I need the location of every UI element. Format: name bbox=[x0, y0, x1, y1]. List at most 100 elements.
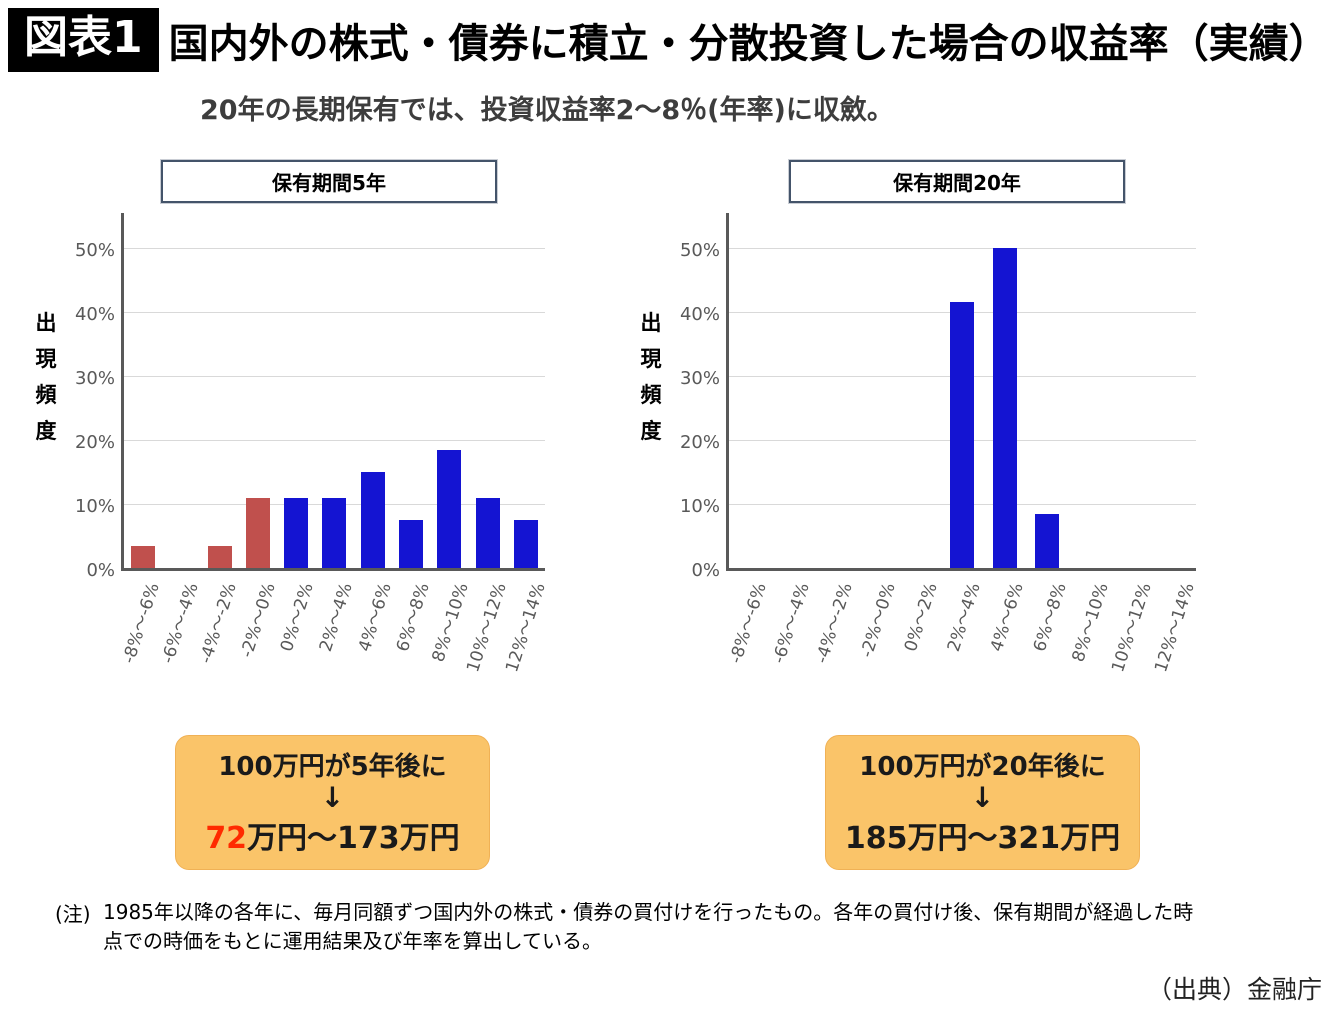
plot-area-20yr bbox=[726, 213, 1196, 571]
bar-2%～4% bbox=[950, 302, 975, 568]
callout-5yr-result-range: 72万円～173万円 bbox=[176, 813, 489, 857]
bar-slot bbox=[1154, 213, 1196, 568]
bar-6%～8% bbox=[1035, 513, 1060, 568]
y-tick-label: 10% bbox=[679, 496, 720, 517]
gridline bbox=[124, 376, 545, 377]
y-tick-label: 30% bbox=[74, 368, 115, 389]
x-axis-label: -2%～0% bbox=[236, 580, 280, 661]
source-attribution: （出典）金融庁 bbox=[1146, 975, 1322, 1004]
y-axis-ticks-5yr: 0% 10% 20% 30% 40% 50% bbox=[67, 213, 121, 581]
chart-title-5yr: 保有期間5年 bbox=[160, 159, 498, 204]
y-tick-label: 30% bbox=[679, 368, 720, 389]
footnote: (注) 1985年以降の各年に、毎月同額ずつ国内外の株式・債券の買付けを行ったも… bbox=[55, 898, 1310, 956]
x-label-slot: 12%～14% bbox=[502, 571, 550, 693]
chart-holding-20yr: 保有期間20年 出現頻度 0% 10% 20% 30% 40% 50% -8%～-6% -6… bbox=[630, 159, 1199, 693]
y-axis-title-char: 出 bbox=[35, 311, 57, 335]
bar-4%～6% bbox=[360, 472, 385, 568]
gridline bbox=[729, 248, 1196, 249]
bar-slot bbox=[814, 213, 856, 568]
bar-slot bbox=[941, 213, 983, 568]
callout-5yr-result: 100万円が5年後に ↓ 72万円～173万円 bbox=[175, 735, 490, 870]
callout-20yr-line1: 100万円が20年後に bbox=[859, 752, 1106, 782]
bar-slot bbox=[1111, 213, 1153, 568]
subtitle: 20年の長期保有では、投資収益率2～8％(年率)に収斂。 bbox=[200, 95, 894, 126]
footnote-label: (注) bbox=[55, 902, 91, 926]
bar-slot bbox=[468, 213, 506, 568]
x-label-slot: 8%～10% bbox=[1068, 571, 1113, 693]
bar-slot bbox=[729, 213, 771, 568]
x-axis-label: 8%～10% bbox=[1068, 580, 1114, 665]
bar-slot bbox=[1069, 213, 1111, 568]
bar-slot bbox=[392, 213, 430, 568]
callout-5yr-highlight: 72 bbox=[205, 821, 248, 856]
callout-5yr-rest: 万円～173万円 bbox=[247, 821, 460, 856]
gridline bbox=[124, 248, 545, 249]
x-label-slot: -4%～-2% bbox=[811, 571, 857, 693]
bar-2%～4% bbox=[322, 497, 347, 568]
x-label-slot: 0%～2% bbox=[897, 571, 942, 693]
bar-slot bbox=[315, 213, 353, 568]
x-axis-label: -2%～0% bbox=[856, 580, 900, 661]
bar-8%～10% bbox=[437, 449, 462, 568]
callout-5yr-line1: 100万円が5年後に bbox=[218, 752, 447, 782]
x-axis-label: -4%～-2% bbox=[811, 580, 857, 666]
y-axis-title-5yr: 出現頻度 bbox=[25, 213, 67, 693]
bar-slot bbox=[771, 213, 813, 568]
bar-slot bbox=[354, 213, 392, 568]
plot-area-5yr bbox=[121, 213, 545, 571]
plot-column-20yr: -8%～-6% -6%～-4% -4%～-2% -2%～0% 0%～2% 2%～4% 4%～… bbox=[726, 213, 1199, 693]
bar-slot bbox=[1026, 213, 1068, 568]
chart-body-5yr: 出現頻度 0% 10% 20% 30% 40% 50% -8%～-6% -6%～-4% -4%… bbox=[25, 213, 550, 693]
x-label-slot: 10%～12% bbox=[463, 571, 511, 693]
x-label-slot: 4%～6% bbox=[352, 571, 395, 693]
y-tick-label: 40% bbox=[74, 304, 115, 325]
down-arrow-icon: ↓ bbox=[970, 781, 995, 814]
bar-slot bbox=[239, 213, 277, 568]
figure-tag: 図表1 bbox=[8, 8, 159, 73]
x-label-slot: 12%～14% bbox=[1151, 571, 1199, 693]
bar-slot bbox=[430, 213, 468, 568]
bar-4%～6% bbox=[992, 248, 1017, 568]
x-label-slot: 8%～10% bbox=[428, 571, 472, 693]
x-axis-label: 12%～14% bbox=[1150, 580, 1199, 675]
footnote-text: 1985年以降の各年に、毎月同額ずつ国内外の株式・債券の買付けを行ったもの。各年… bbox=[103, 898, 1193, 956]
x-label-slot: -2%～0% bbox=[237, 571, 280, 693]
x-label-slot: -8%～-6% bbox=[119, 571, 164, 693]
bar-slot bbox=[856, 213, 898, 568]
x-axis-labels-20yr: -8%～-6% -6%～-4% -4%～-2% -2%～0% 0%～2% 2%～4% 4%～… bbox=[726, 571, 1199, 693]
x-label-slot: -4%～-2% bbox=[196, 571, 241, 693]
gridline bbox=[124, 440, 545, 441]
callout-20yr-result-range: 185万円～321万円 bbox=[826, 813, 1139, 857]
y-axis-title-char: 現 bbox=[640, 347, 662, 371]
y-axis-title-char: 頻 bbox=[35, 383, 57, 407]
x-axis-label: 4%～6% bbox=[986, 580, 1028, 655]
x-axis-label: -6%～-4% bbox=[769, 580, 814, 666]
y-axis-title-char: 頻 bbox=[640, 383, 662, 407]
bar-slot bbox=[899, 213, 941, 568]
x-label-slot: 0%～2% bbox=[275, 571, 318, 693]
y-tick-label: 0% bbox=[86, 560, 115, 581]
gridline bbox=[124, 312, 545, 313]
bar-10%～12% bbox=[475, 497, 500, 568]
x-label-slot: 2%～4% bbox=[314, 571, 357, 693]
y-axis-ticks-20yr: 0% 10% 20% 30% 40% 50% bbox=[672, 213, 726, 581]
y-tick-label: 20% bbox=[679, 432, 720, 453]
bar-6%～8% bbox=[398, 520, 423, 568]
y-axis-title-char: 度 bbox=[640, 419, 662, 443]
charts-row: 保有期間5年 出現頻度 0% 10% 20% 30% 40% 50% -8%～-6% -6%… bbox=[25, 159, 1199, 693]
x-axis-labels-5yr: -8%～-6% -6%～-4% -4%～-2% -2%～0% 0%～2% 2%～4% 4%～… bbox=[119, 571, 550, 693]
x-label-slot: -2%～0% bbox=[854, 571, 900, 693]
x-axis-label: 6%～8% bbox=[1029, 580, 1071, 655]
down-arrow-icon: ↓ bbox=[320, 781, 345, 814]
x-axis-label: 2%～4% bbox=[943, 580, 985, 655]
x-label-slot: 2%～4% bbox=[940, 571, 985, 693]
x-label-slot: 4%～6% bbox=[982, 571, 1028, 693]
bar--4%～-2% bbox=[207, 545, 232, 568]
x-label-slot: 6%～8% bbox=[1025, 571, 1071, 693]
chart-holding-5yr: 保有期間5年 出現頻度 0% 10% 20% 30% 40% 50% -8%～-6% -6%… bbox=[25, 159, 550, 693]
y-tick-label: 50% bbox=[679, 240, 720, 261]
header: 図表1 国内外の株式・債券に積立・分散投資した場合の収益率（実績） bbox=[8, 8, 1329, 73]
x-axis-label: -8%～-6% bbox=[726, 580, 772, 666]
footnote-line2: 点での時価をもとに運用結果及び年率を算出している。 bbox=[103, 929, 602, 953]
